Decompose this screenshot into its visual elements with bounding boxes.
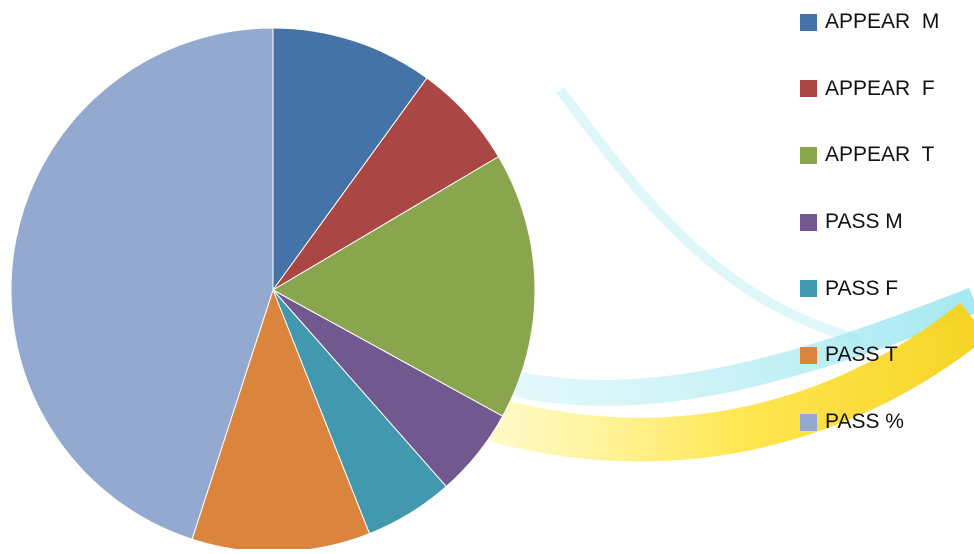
- legend-swatch: [800, 213, 817, 231]
- legend-item: APPEAR M: [800, 10, 939, 34]
- legend-swatch: [800, 413, 817, 431]
- legend-label: PASS %: [825, 410, 904, 434]
- legend-swatch: [800, 280, 817, 298]
- legend-label: APPEAR M: [825, 10, 940, 33]
- legend-item: PASS T: [800, 343, 939, 367]
- chart-legend: APPEAR M APPEAR F APPEAR T PASS M PASS F PASS…: [800, 10, 939, 477]
- legend-item: PASS M: [800, 210, 939, 234]
- pie-slice-6: [10, 27, 274, 540]
- legend-label: APPEAR F: [825, 76, 935, 100]
- legend-label: PASS F: [825, 276, 899, 300]
- legend-swatch: [800, 346, 817, 364]
- legend-item: PASS F: [800, 277, 939, 301]
- legend-swatch: [800, 146, 817, 164]
- legend-label: PASS T: [825, 343, 898, 367]
- legend-item: APPEAR T: [800, 143, 939, 167]
- legend-item: PASS %: [800, 410, 939, 434]
- legend-swatch: [800, 80, 817, 98]
- pie-slice-2: [271, 155, 536, 417]
- legend-item: APPEAR F: [800, 77, 939, 101]
- legend-swatch: [800, 13, 817, 31]
- legend-label: PASS M: [825, 210, 903, 234]
- pie-slice-0: [272, 27, 428, 292]
- legend-label: APPEAR T: [825, 143, 935, 167]
- pie-slice-5: [191, 288, 371, 549]
